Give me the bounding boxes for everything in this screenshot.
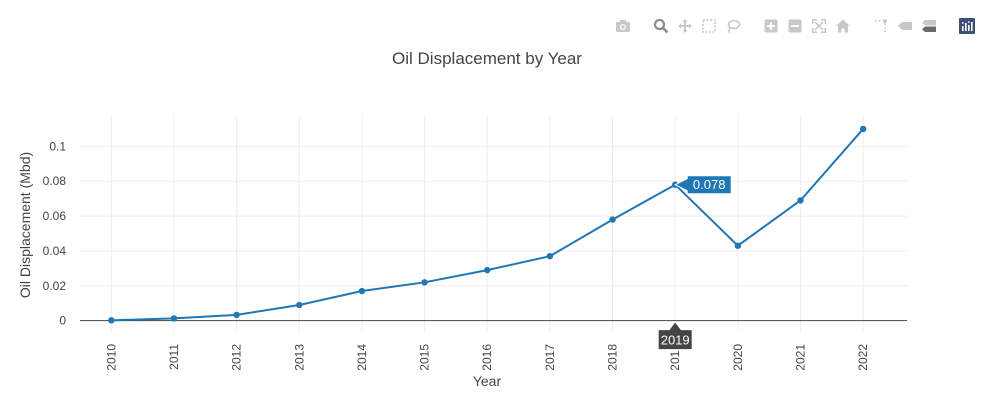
y-axis-title: Oil Displacement (Mbd): [17, 152, 33, 298]
hover-closest-button[interactable]: [895, 16, 915, 36]
x-axis-title: Year: [473, 373, 502, 389]
x-tick-label: 2014: [355, 344, 369, 371]
x-tick-label: 2018: [606, 344, 620, 371]
hover-x-label: 2019: [661, 333, 690, 348]
lasso-select-button[interactable]: [723, 16, 743, 36]
y-tick-label: 0.08: [43, 174, 67, 188]
chart-title: Oil Displacement by Year: [392, 49, 582, 68]
spike-lines-icon: [875, 19, 887, 32]
modebar-group: [759, 16, 855, 36]
x-tick-label: 2017: [543, 344, 557, 371]
camera-icon: [616, 20, 630, 32]
data-point[interactable]: [233, 311, 240, 319]
data-point[interactable]: [546, 252, 554, 260]
data-point[interactable]: [734, 242, 742, 249]
lasso-select-icon: [727, 19, 741, 34]
plotly-logo-icon: [959, 18, 975, 34]
data-point[interactable]: [797, 197, 804, 204]
x-tick-label: 2010: [104, 344, 118, 371]
grid: [80, 115, 907, 332]
box-select-button[interactable]: [699, 16, 719, 36]
y-tick-label: 0.06: [43, 209, 67, 223]
data-point[interactable]: [108, 317, 115, 324]
x-tick-label: 2012: [230, 344, 244, 371]
axes: 0 0.02 0.04 0.06 0.08 0.1 2010 2011 2012 2013 2014…: [43, 139, 907, 371]
y-tick-label: 0.04: [43, 244, 67, 258]
modebar-group: [649, 16, 745, 36]
x-tick-label: 2019: [668, 344, 682, 371]
zoom-icon: [653, 18, 669, 34]
hover-compare-icon: [922, 20, 936, 32]
camera-button[interactable]: [613, 16, 633, 36]
box-select-icon: [702, 19, 716, 33]
hover-compare-button[interactable]: [919, 16, 939, 36]
modebar-group: [611, 16, 635, 36]
hover-value-box: [674, 175, 732, 195]
x-tick-label: 2013: [292, 344, 306, 371]
modebar: [597, 16, 979, 36]
data-point[interactable]: [358, 287, 366, 295]
zoom-button[interactable]: [651, 16, 671, 36]
data-point[interactable]: [296, 301, 303, 309]
zoom-in-icon: [764, 19, 778, 33]
zoom-out-icon: [788, 19, 802, 33]
data-point[interactable]: [609, 216, 616, 223]
y-tick-label: 0: [59, 314, 66, 328]
x-tick-label: 2021: [793, 344, 807, 371]
data-point[interactable]: [484, 266, 491, 274]
plotly-logo-button[interactable]: [957, 16, 977, 36]
x-tick-label: 2020: [731, 344, 745, 371]
reset-axes-icon: [836, 19, 850, 33]
hover-closest-icon: [898, 22, 912, 30]
y-tick-label: 0.02: [43, 279, 67, 293]
data-point[interactable]: [859, 125, 867, 133]
data-point[interactable]: [170, 315, 178, 322]
x-tick-label: 2011: [167, 344, 181, 370]
reset-axes-button[interactable]: [833, 16, 853, 36]
hover-labels: 0.078 2019: [657, 175, 732, 351]
x-tick-label: 2022: [856, 344, 870, 371]
series-line: [108, 125, 867, 324]
zoom-out-button[interactable]: [785, 16, 805, 36]
zoom-in-button[interactable]: [761, 16, 781, 36]
pan-button[interactable]: [675, 16, 695, 36]
x-tick-label: 2015: [418, 344, 432, 371]
modebar-group: [869, 16, 941, 36]
autoscale-icon: [812, 19, 826, 33]
hover-value-label: 0.078: [693, 177, 726, 192]
data-point[interactable]: [421, 279, 428, 286]
spike-lines-button[interactable]: [871, 16, 891, 36]
autoscale-button[interactable]: [809, 16, 829, 36]
y-tick-label: 0.1: [49, 139, 66, 153]
hover-x-box: [657, 320, 693, 351]
x-tick-label: 2016: [480, 344, 494, 371]
modebar-group: [955, 16, 979, 36]
pan-icon: [678, 19, 692, 33]
